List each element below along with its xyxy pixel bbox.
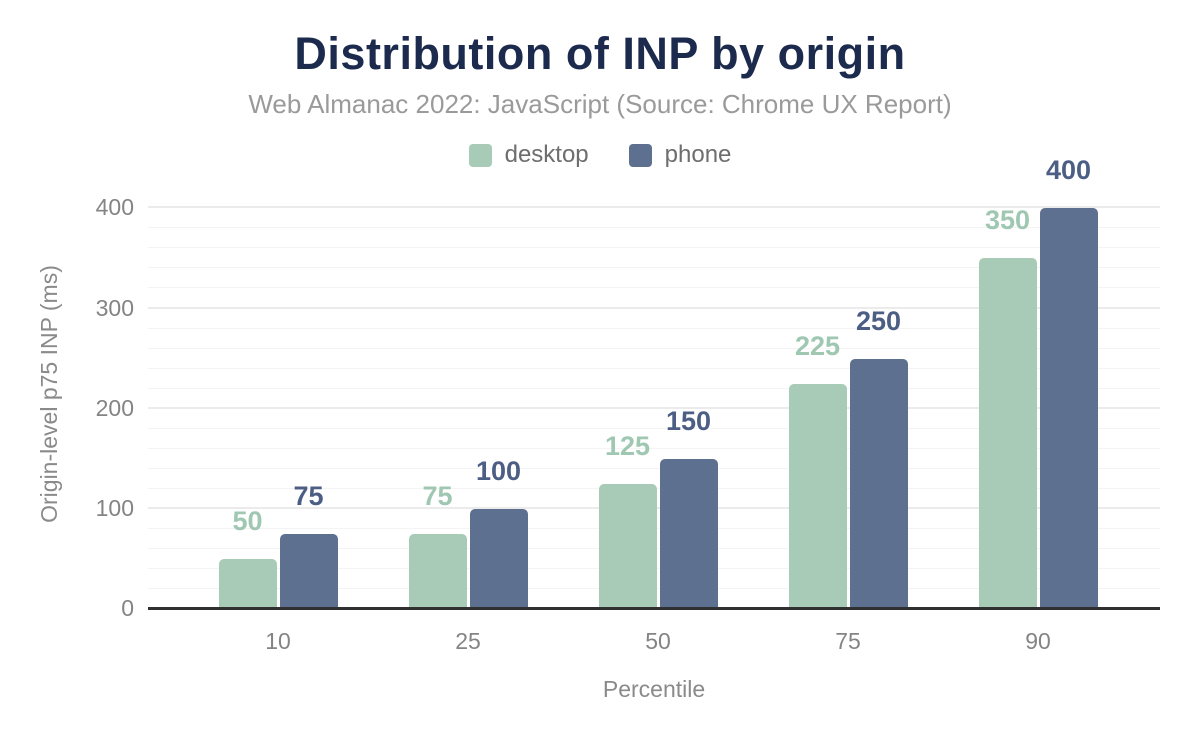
bar-phone-p90[interactable]: [1039, 208, 1098, 610]
y-axis-title: Origin-level p75 INP (ms): [36, 265, 62, 524]
x-tick-90: 90: [1025, 628, 1051, 655]
legend-swatch-desktop: [468, 143, 492, 167]
bar-group-p50: 125 150 50: [598, 179, 718, 654]
x-tick-25: 25: [455, 628, 481, 655]
minor-gridline-380: [148, 227, 1160, 229]
chart-subtitle: Web Almanac 2022: JavaScript (Source: Ch…: [248, 89, 952, 120]
y-tick-100: 100: [95, 495, 134, 521]
y-tick-200: 200: [95, 394, 134, 421]
bar-phone-p25[interactable]: [469, 509, 528, 610]
bar-desktop-p10[interactable]: [218, 559, 277, 610]
bar-value-label-desktop-p10: 50: [232, 506, 263, 537]
x-tick-75: 75: [835, 628, 861, 655]
bar-phone-p10[interactable]: [279, 534, 338, 610]
x-tick-10: 10: [265, 628, 291, 655]
minor-gridline-340: [148, 267, 1160, 269]
y-tick-400: 400: [95, 194, 134, 221]
minor-gridline-180: [148, 427, 1160, 429]
minor-gridline-220: [148, 387, 1160, 389]
major-gridline-400: [148, 206, 1160, 209]
bar-desktop-p90[interactable]: [978, 258, 1037, 610]
y-tick-0: 0: [121, 595, 134, 622]
bar-value-label-phone-p90: 400: [1045, 155, 1092, 186]
minor-gridline-260: [148, 347, 1160, 349]
bar-value-label-desktop-p25: 75: [422, 481, 453, 512]
x-axis-title: Percentile: [602, 676, 706, 702]
minor-gridline-160: [148, 447, 1160, 449]
minor-gridline-280: [148, 327, 1160, 329]
bar-desktop-p75[interactable]: [788, 383, 847, 610]
bar-group-p90: 350 400 90: [978, 157, 1098, 654]
legend-swatch-phone: [628, 143, 652, 167]
legend-item-phone[interactable]: phone: [628, 141, 732, 169]
minor-gridline-240: [148, 367, 1160, 369]
major-gridline-300: [148, 306, 1160, 309]
bar-value-label-phone-p10: 75: [293, 481, 324, 512]
y-tick-300: 300: [95, 294, 134, 321]
bar-value-label-phone-p50: 150: [665, 405, 712, 436]
bar-value-label-desktop-p50: 125: [604, 430, 651, 461]
bar-value-label-desktop-p90: 350: [984, 205, 1031, 236]
bar-phone-p75[interactable]: [849, 358, 908, 610]
plot-area: Origin-level p75 INP (ms) 0 100 200 300 400 5…: [36, 157, 1160, 654]
bar-desktop-p50[interactable]: [598, 483, 657, 610]
legend-item-desktop[interactable]: desktop: [468, 141, 589, 169]
minor-gridline-360: [148, 247, 1160, 249]
x-axis-line: [148, 607, 1160, 611]
legend-label: phone: [664, 141, 732, 169]
minor-gridline-320: [148, 287, 1160, 289]
major-gridline-200: [148, 406, 1160, 409]
minor-gridline-140: [148, 467, 1160, 469]
bar-phone-p50[interactable]: [659, 458, 718, 610]
bar-group-p75: 225 250 75: [788, 179, 908, 654]
chart-legend: desktop phone: [0, 141, 1200, 169]
bar-group-p10: 50 75 10: [218, 179, 338, 654]
bar-group-p25: 75 100 25: [408, 179, 528, 654]
bar-value-label-phone-p25: 100: [475, 456, 522, 486]
chart-title: Distribution of INP by origin: [294, 28, 906, 79]
x-tick-50: 50: [645, 628, 671, 655]
bar-desktop-p25[interactable]: [408, 534, 467, 610]
bar-value-label-phone-p75: 250: [855, 305, 902, 336]
bar-value-label-desktop-p75: 225: [794, 330, 841, 361]
legend-label: desktop: [504, 141, 589, 169]
